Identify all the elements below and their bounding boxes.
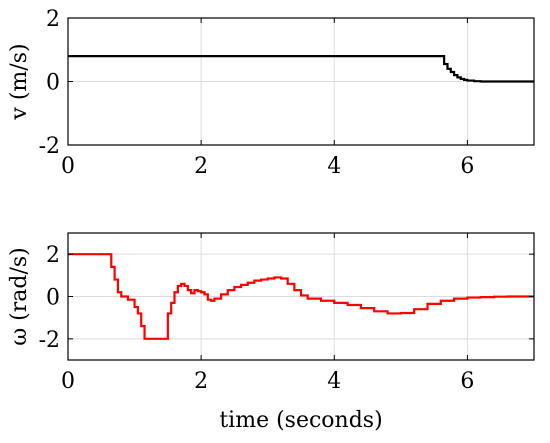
y-tick-label: 0 [46, 286, 60, 311]
series-line [68, 253, 534, 340]
y-tick-label: 2 [46, 243, 60, 268]
x-tick-label: 6 [460, 154, 474, 179]
x-tick-label: 6 [460, 369, 474, 394]
y-axis-label: v (m/s) [7, 43, 32, 120]
y-tick-label: 0 [46, 71, 60, 96]
y-tick-label: 2 [46, 7, 60, 32]
x-tick-label: 2 [194, 154, 208, 179]
x-tick-label: 4 [327, 369, 341, 394]
y-axis-label: ω (rad/s) [7, 247, 32, 346]
x-tick-label: 0 [61, 369, 75, 394]
x-tick-label: 4 [327, 154, 341, 179]
y-tick-label: -2 [39, 328, 60, 353]
x-axis-label: time (seconds) [219, 408, 382, 433]
series-line [68, 55, 534, 83]
x-tick-label: 0 [61, 154, 75, 179]
x-tick-label: 2 [194, 369, 208, 394]
y-tick-label: -2 [39, 134, 60, 159]
